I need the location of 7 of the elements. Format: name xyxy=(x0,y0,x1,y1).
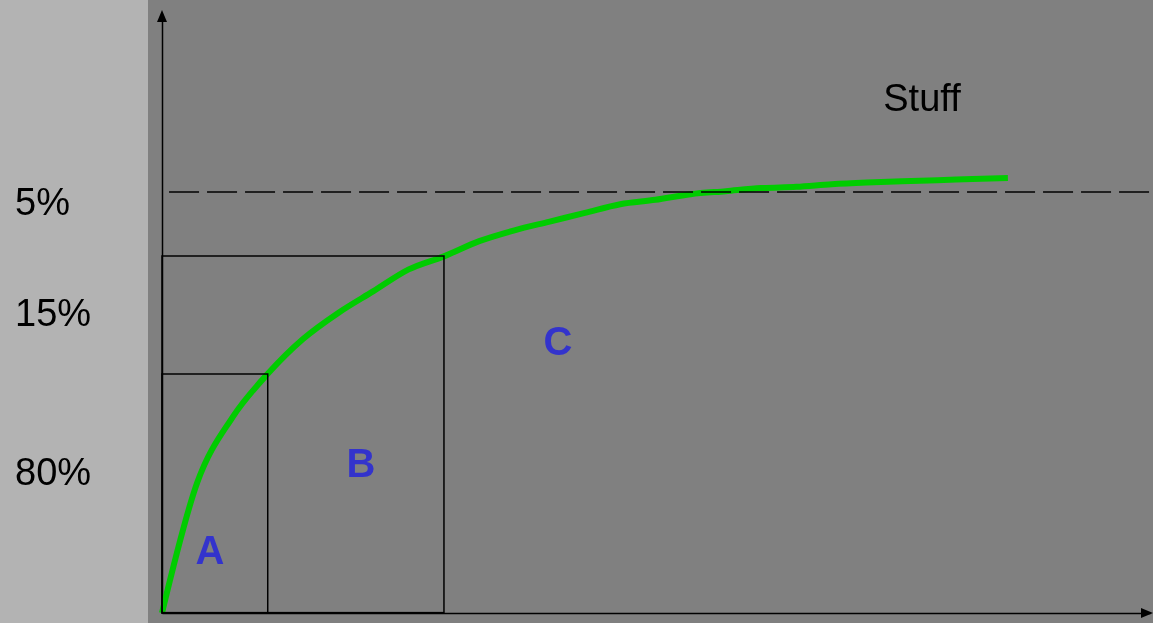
text: Stuff xyxy=(883,76,962,119)
text: 15% xyxy=(15,292,92,335)
annotation: B xyxy=(346,441,376,486)
text: 5% xyxy=(15,181,70,224)
annotation: C xyxy=(543,319,573,364)
annotation: A xyxy=(195,528,225,573)
text: 80% xyxy=(15,450,92,493)
